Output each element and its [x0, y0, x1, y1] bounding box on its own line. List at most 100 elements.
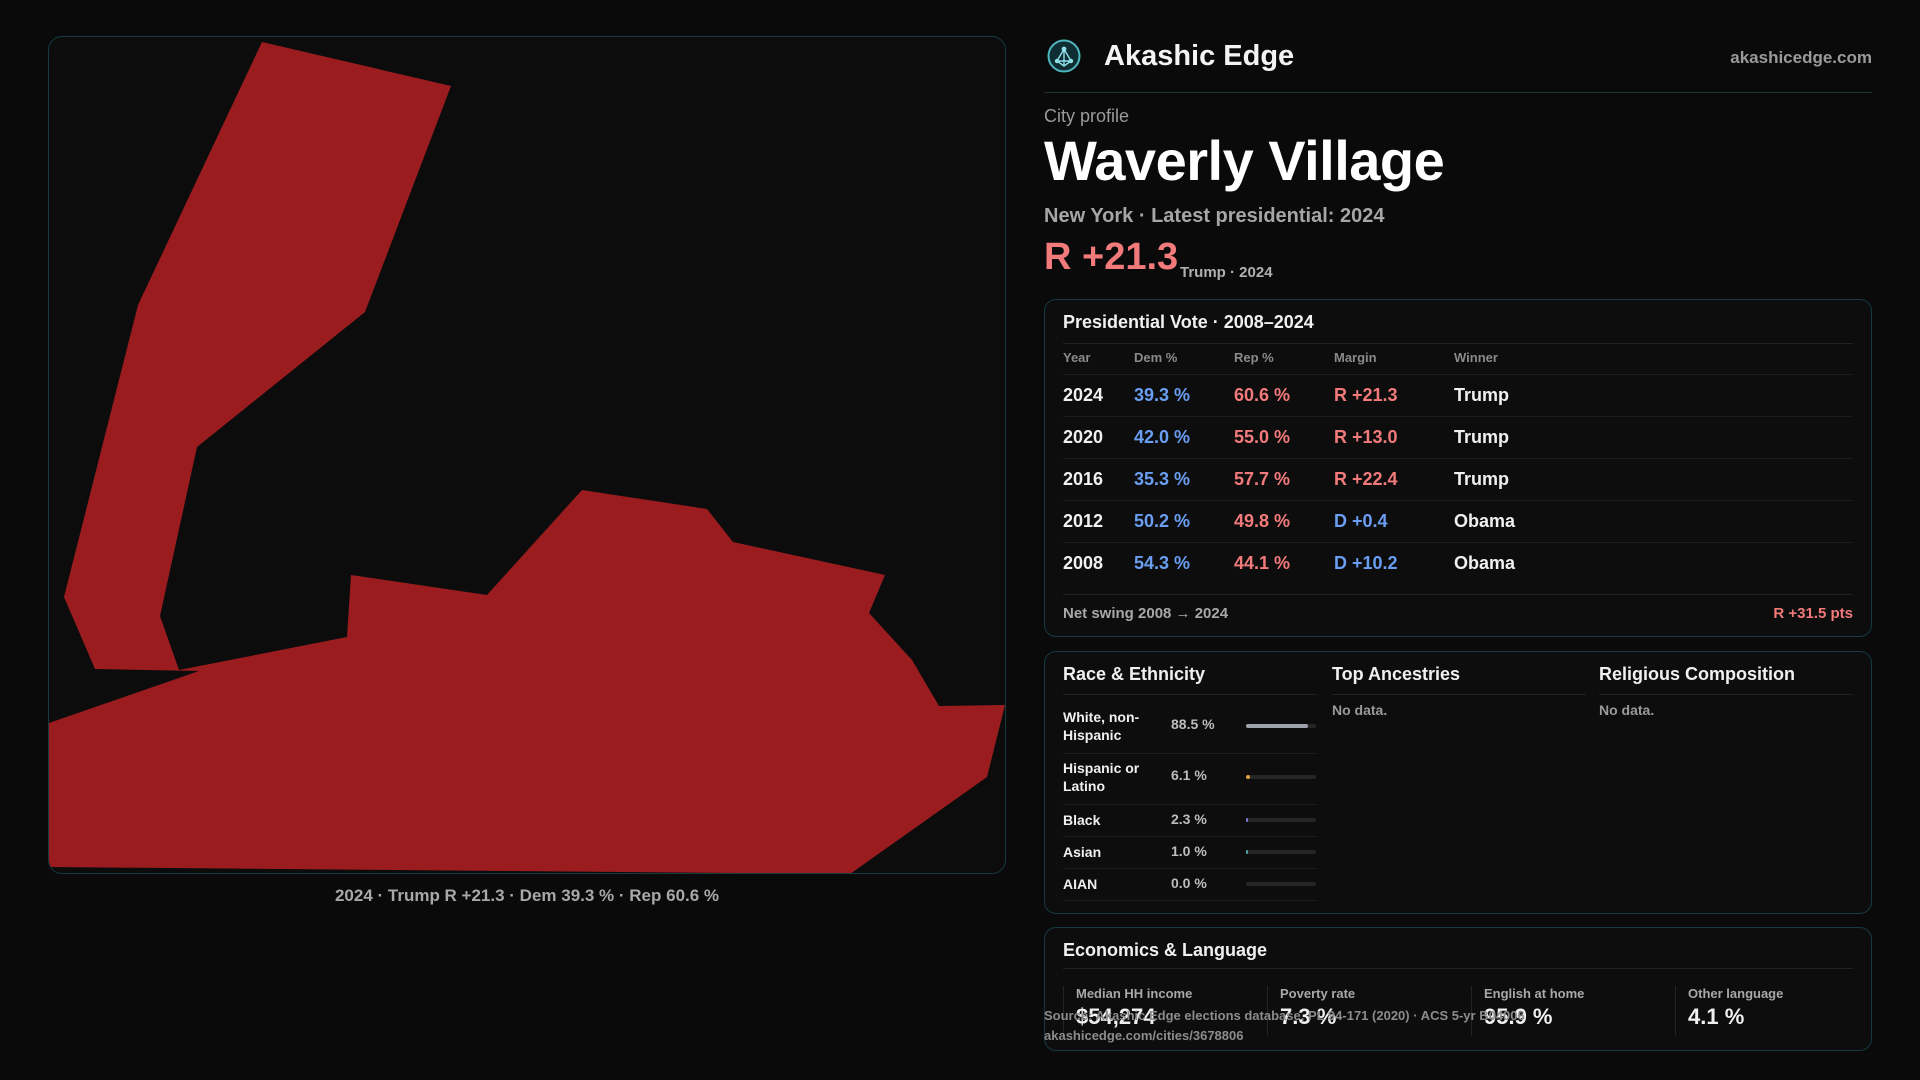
religion-empty: No data. [1599, 702, 1655, 718]
network-globe-icon [1047, 39, 1081, 73]
race-percent: 1.0 % [1171, 843, 1207, 859]
race-row: White, non-Hispanic 88.5 % [1063, 702, 1317, 754]
cell-winner: Obama [1454, 553, 1516, 573]
ancestry-empty: No data. [1332, 702, 1388, 718]
net-swing-label: Net swing 2008 → 2024 [1063, 605, 1229, 622]
econ-stat-value: 95.9 % [1484, 1004, 1553, 1029]
race-bar-track [1246, 724, 1316, 728]
divider [1332, 694, 1586, 695]
race-name: AIAN [1063, 876, 1098, 892]
race-percent: 0.0 % [1171, 875, 1207, 891]
cell-rep: 49.8 % [1234, 511, 1291, 531]
page-title: Waverly Village [1044, 129, 1445, 192]
cell-year: 2020 [1063, 427, 1104, 447]
table-row: 2020 42.0 % 55.0 % R +13.0 Trump [1063, 416, 1853, 459]
col-header-year: Year [1063, 350, 1091, 365]
map-caption: 2024 · Trump R +21.3 · Dem 39.3 % · Rep … [334, 886, 720, 905]
cell-year: 2008 [1063, 553, 1104, 573]
econ-stat: English at home 95.9 % [1471, 986, 1662, 1036]
race-bar-fill [1246, 775, 1251, 779]
race-percent: 6.1 % [1171, 767, 1207, 783]
cell-year: 2012 [1063, 511, 1104, 531]
cell-dem: 42.0 % [1134, 427, 1191, 447]
econ-stat-label: Median HH income [1076, 986, 1193, 1001]
cell-winner: Trump [1454, 385, 1510, 405]
col-header-winner: Winner [1454, 350, 1498, 365]
race-bar-fill [1246, 850, 1248, 854]
card-title: Economics & Language [1063, 940, 1268, 960]
race-bar-fill [1246, 724, 1308, 728]
race-row: Hispanic or Latino 6.1 % [1063, 753, 1317, 805]
cell-margin: D +0.4 [1334, 511, 1388, 531]
col-header-rep: Rep % [1234, 350, 1274, 365]
card-title: Presidential Vote · 2008–2024 [1063, 312, 1314, 332]
page-kicker: City profile [1044, 106, 1130, 126]
cell-rep: 44.1 % [1234, 553, 1291, 573]
cell-rep: 55.0 % [1234, 427, 1291, 447]
col-header-dem: Dem % [1134, 350, 1178, 365]
latest-margin-note: Trump · 2024 [1180, 264, 1273, 281]
econ-stat-value: 7.3 % [1280, 1004, 1337, 1029]
cell-rep: 57.7 % [1234, 469, 1291, 489]
header: Akashic Edge akashicedge.com [1044, 36, 1872, 93]
econ-stat-value: $54,274 [1076, 1004, 1156, 1029]
econ-stat-label: Poverty rate [1280, 986, 1356, 1001]
race-row: Black 2.3 % [1063, 804, 1317, 837]
race-bar-track [1246, 818, 1316, 822]
cell-dem: 39.3 % [1134, 385, 1191, 405]
table-row: 2016 35.3 % 57.7 % R +22.4 Trump [1063, 458, 1853, 501]
religion-title: Religious Composition [1599, 664, 1795, 684]
cell-margin: R +22.4 [1334, 469, 1398, 489]
site-link[interactable]: akashicedge.com [1730, 48, 1872, 67]
table-row: 2024 39.3 % 60.6 % R +21.3 Trump [1063, 374, 1853, 417]
cell-winner: Trump [1454, 427, 1510, 447]
race-percent: 88.5 % [1171, 716, 1215, 732]
econ-stat-label: English at home [1484, 986, 1585, 1001]
net-swing-value: R +31.5 pts [1773, 605, 1853, 622]
econ-stat-value: 4.1 % [1688, 1004, 1745, 1029]
cell-margin: R +21.3 [1334, 385, 1398, 405]
col-header-margin: Margin [1334, 350, 1377, 365]
ancestry-title: Top Ancestries [1332, 664, 1461, 684]
cell-year: 2024 [1063, 385, 1104, 405]
cell-winner: Trump [1454, 469, 1510, 489]
city-boundary-map [49, 42, 1005, 874]
demographics-card: Race & Ethnicity Top Ancestries No data.… [1044, 651, 1872, 914]
race-bar-track [1246, 850, 1316, 854]
cell-dem: 50.2 % [1134, 511, 1191, 531]
race-percent: 2.3 % [1171, 811, 1207, 827]
race-title: Race & Ethnicity [1063, 664, 1206, 684]
divider [1599, 694, 1853, 695]
race-name: Black [1063, 812, 1101, 828]
race-name: Asian [1063, 844, 1102, 860]
cell-winner: Obama [1454, 511, 1516, 531]
race-bar-track [1246, 882, 1316, 886]
econ-stat: Poverty rate 7.3 % [1267, 986, 1458, 1036]
cell-year: 2016 [1063, 469, 1104, 489]
race-name: Hispanic or Latino [1063, 760, 1140, 794]
race-row: AIAN 0.0 % [1063, 868, 1317, 901]
divider [1063, 968, 1853, 969]
table-row: 2008 54.3 % 44.1 % D +10.2 Obama [1063, 542, 1853, 585]
divider [1063, 343, 1853, 344]
cell-dem: 35.3 % [1134, 469, 1191, 489]
divider [1063, 694, 1317, 695]
brand-name[interactable]: Akashic Edge [1104, 40, 1295, 72]
page-subtitle: New York · Latest presidential: 2024 [1044, 205, 1385, 227]
cell-margin: R +13.0 [1334, 427, 1398, 447]
race-row: Asian 1.0 % [1063, 836, 1317, 869]
race-bar-track [1246, 775, 1316, 779]
economics-card: Economics & Language Median HH income $54… [1044, 927, 1872, 1051]
econ-stat: Median HH income $54,274 [1063, 986, 1254, 1036]
latest-margin: R +21.3 [1044, 236, 1179, 278]
race-bar-fill [1246, 818, 1248, 822]
city-boundary-shape[interactable] [49, 42, 1005, 874]
presidential-vote-card: Presidential Vote · 2008–2024 Year Dem %… [1044, 299, 1872, 637]
city-map[interactable] [48, 36, 1006, 874]
cell-rep: 60.6 % [1234, 385, 1291, 405]
source-url[interactable]: akashicedge.com/cities/3678806 [1044, 1028, 1244, 1043]
cell-dem: 54.3 % [1134, 553, 1191, 573]
race-name: White, non-Hispanic [1063, 709, 1140, 743]
econ-stat: Other language 4.1 % [1675, 986, 1866, 1036]
source-footer: Source: Akashic Edge elections database,… [1044, 1006, 1744, 1046]
